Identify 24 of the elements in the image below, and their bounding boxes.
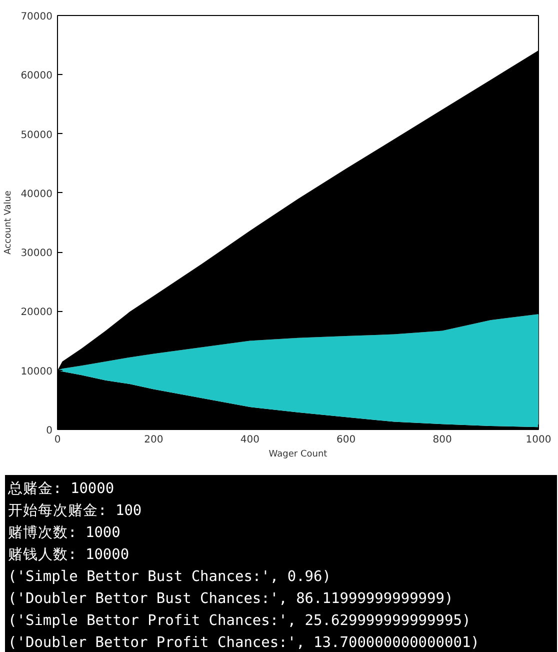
y-axis-title: Account Value [4,190,14,254]
text: 赌博次数: 1000 [8,524,122,543]
text: ('Doubler Bettor Profit Chances:', 13.700000000000001) [8,634,480,652]
y-tick-label: 70000 [20,12,52,22]
text: ('Doubler Bettor Bust Chances:', 86.11999999999999) [8,590,454,609]
text: 开始每次赌金: 100 [8,502,143,521]
text: ('Simple Bettor Profit Chances:', 25.629999999999995) [8,612,472,631]
text: ('Simple Bettor Bust Chances:', 0.96) [8,568,332,587]
y-tick-label: 60000 [20,70,52,82]
x-tick-label: 400 [240,434,260,446]
x-tick-label: 600 [336,434,356,446]
x-tick-label: 0 [54,434,61,446]
y-tick-label: 30000 [20,248,52,260]
text: 赌钱人数: 10000 [8,546,130,565]
x-tick-label: 800 [432,434,452,446]
y-tick-label: 50000 [20,130,52,141]
y-tick-label: 0 [46,426,53,436]
y-tick-label: 10000 [20,366,52,378]
x-tick-label: 200 [144,434,164,446]
y-tick-label: 40000 [20,188,52,200]
x-tick-label: 1000 [526,434,552,446]
y-tick-label: 20000 [20,307,52,318]
text: 总赌金: 10000 [8,480,116,499]
x-axis-title: Wager Count [268,450,328,460]
